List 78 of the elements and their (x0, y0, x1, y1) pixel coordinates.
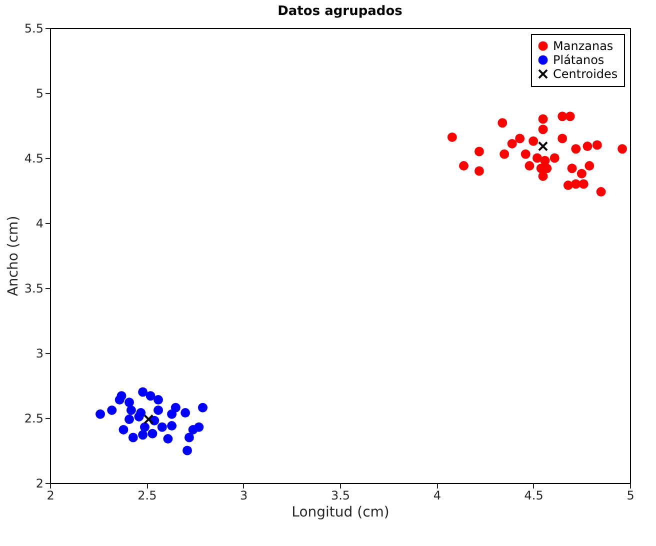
point (584, 161, 594, 171)
point (528, 136, 538, 146)
y-tick-label: 4.5 (24, 152, 44, 166)
point (524, 161, 534, 171)
point (558, 134, 568, 144)
y-tick-label: 3 (36, 346, 44, 360)
x-tick-label: 3 (240, 488, 248, 502)
point (474, 166, 484, 176)
x-tick-label: 4.5 (524, 488, 544, 502)
point (474, 146, 484, 156)
point (148, 428, 158, 438)
point (154, 395, 164, 405)
point (538, 114, 548, 124)
point (138, 387, 148, 397)
x-tick-label: 5 (626, 488, 634, 502)
x-tick-label: 2 (46, 488, 54, 502)
point (182, 446, 192, 456)
point (140, 422, 150, 432)
y-tick-label: 4 (36, 216, 44, 230)
point (507, 138, 517, 148)
point (198, 402, 208, 412)
point (538, 124, 548, 134)
point (136, 408, 146, 418)
chart-title: Datos agrupados (278, 4, 403, 19)
point (618, 144, 628, 154)
point (532, 153, 542, 163)
point (571, 144, 581, 154)
point (498, 118, 508, 128)
point (124, 398, 134, 408)
point (563, 180, 573, 190)
x-axis-title: Longitud (cm) (292, 504, 390, 520)
point (128, 432, 138, 442)
point (124, 414, 134, 424)
x-tick-label: 2.5 (138, 488, 157, 502)
point (144, 414, 154, 424)
point (116, 391, 126, 401)
point (138, 430, 148, 440)
point (447, 132, 457, 142)
point (170, 402, 180, 412)
point (540, 156, 550, 166)
point (520, 149, 530, 159)
x-tick-label: 3.5 (330, 488, 350, 502)
point (146, 391, 156, 401)
point (550, 153, 560, 163)
point (565, 112, 575, 122)
point (500, 149, 510, 159)
point (567, 164, 577, 174)
point (538, 142, 548, 152)
point (458, 161, 468, 171)
point (571, 179, 581, 189)
legend-label: Plátanos (553, 53, 604, 67)
point (596, 187, 606, 197)
point (558, 112, 568, 122)
point (184, 432, 194, 442)
point (515, 134, 525, 144)
point (157, 422, 167, 432)
x-tick-label: 4 (433, 488, 441, 502)
point (163, 434, 173, 444)
legend-label: Centroides (553, 67, 618, 81)
point (576, 168, 586, 178)
point (538, 171, 548, 181)
point (126, 405, 136, 415)
y-tick-label: 5.5 (24, 22, 44, 36)
y-tick-label: 2.5 (24, 412, 44, 426)
y-tick-label: 5 (36, 86, 44, 100)
point (154, 405, 164, 415)
point (592, 140, 602, 150)
legend-label: Manzanas (553, 39, 614, 53)
y-axis-title: Ancho (cm) (5, 216, 22, 296)
point (167, 421, 177, 431)
y-tick-label: 2 (36, 476, 44, 490)
point (118, 424, 128, 434)
point (188, 424, 198, 434)
point (96, 409, 106, 419)
y-tick-label: 3.5 (24, 282, 44, 296)
point (582, 142, 592, 152)
point (180, 408, 190, 418)
point (107, 405, 117, 415)
